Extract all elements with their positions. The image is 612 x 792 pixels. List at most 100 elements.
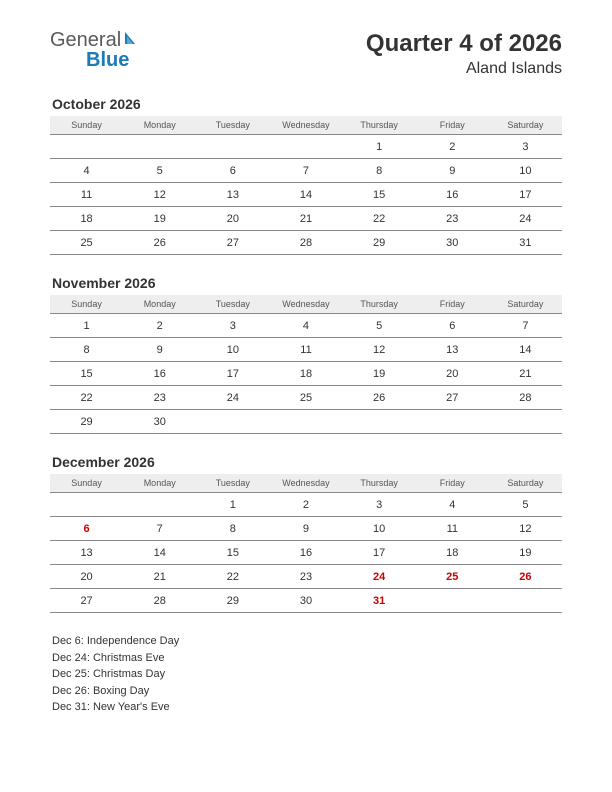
calendar-cell: 6 — [416, 314, 489, 338]
calendar-cell: 5 — [489, 493, 562, 517]
calendar-cell — [123, 493, 196, 517]
logo-sail-icon — [123, 30, 141, 51]
dayname-header: Thursday — [343, 295, 416, 314]
calendar-row: 45678910 — [50, 159, 562, 183]
calendar-cell — [123, 135, 196, 159]
calendar-cell: 2 — [416, 135, 489, 159]
calendar-cell: 2 — [269, 493, 342, 517]
calendar-cell: 17 — [489, 183, 562, 207]
logo-text-blue: Blue — [50, 49, 129, 71]
calendar-cell: 21 — [123, 565, 196, 589]
calendar-row: 15161718192021 — [50, 362, 562, 386]
calendar-cell: 17 — [343, 541, 416, 565]
calendar-cell: 15 — [50, 362, 123, 386]
calendar-cell — [489, 589, 562, 613]
calendar-cell: 10 — [196, 338, 269, 362]
calendar-cell: 22 — [50, 386, 123, 410]
calendar-cell — [196, 410, 269, 434]
calendar-cell: 14 — [489, 338, 562, 362]
page-title: Quarter 4 of 2026 — [366, 30, 562, 58]
holiday-entry: Dec 26: Boxing Day — [52, 683, 562, 700]
calendar-cell: 13 — [50, 541, 123, 565]
logo: General Blue — [50, 30, 141, 71]
dayname-header: Friday — [416, 295, 489, 314]
calendar-cell: 20 — [416, 362, 489, 386]
header: General Blue Quarter 4 of 2026 Aland Isl… — [50, 30, 562, 78]
month-title: October 2026 — [50, 96, 562, 112]
calendar-cell: 29 — [196, 589, 269, 613]
calendar-row: 22232425262728 — [50, 386, 562, 410]
dayname-header: Wednesday — [269, 474, 342, 493]
holiday-entry: Dec 25: Christmas Day — [52, 666, 562, 683]
dayname-header: Saturday — [489, 474, 562, 493]
calendar-container: October 2026SundayMondayTuesdayWednesday… — [50, 96, 562, 613]
calendar-cell: 24 — [489, 207, 562, 231]
calendar-cell: 22 — [343, 207, 416, 231]
calendar-cell: 9 — [416, 159, 489, 183]
holiday-entry: Dec 24: Christmas Eve — [52, 650, 562, 667]
dayname-header: Friday — [416, 474, 489, 493]
calendar-cell: 11 — [50, 183, 123, 207]
calendar-cell: 9 — [123, 338, 196, 362]
calendar-row: 11121314151617 — [50, 183, 562, 207]
logo-text-block: General Blue — [50, 30, 141, 71]
calendar-cell: 14 — [123, 541, 196, 565]
calendar-cell: 12 — [489, 517, 562, 541]
calendar-cell: 15 — [343, 183, 416, 207]
dayname-header: Wednesday — [269, 116, 342, 135]
calendar-table: SundayMondayTuesdayWednesdayThursdayFrid… — [50, 295, 562, 434]
page-subtitle: Aland Islands — [366, 60, 562, 78]
calendar-cell — [416, 410, 489, 434]
calendar-cell — [50, 135, 123, 159]
month-block: October 2026SundayMondayTuesdayWednesday… — [50, 96, 562, 255]
calendar-cell: 9 — [269, 517, 342, 541]
calendar-cell: 3 — [343, 493, 416, 517]
calendar-cell: 29 — [343, 231, 416, 255]
dayname-header: Monday — [123, 474, 196, 493]
month-title: November 2026 — [50, 275, 562, 291]
calendar-row: 18192021222324 — [50, 207, 562, 231]
calendar-cell: 13 — [416, 338, 489, 362]
dayname-header: Sunday — [50, 295, 123, 314]
calendar-cell: 28 — [269, 231, 342, 255]
calendar-cell: 23 — [123, 386, 196, 410]
calendar-cell: 7 — [489, 314, 562, 338]
dayname-header: Wednesday — [269, 295, 342, 314]
calendar-cell — [343, 410, 416, 434]
calendar-cell: 27 — [196, 231, 269, 255]
dayname-header: Tuesday — [196, 116, 269, 135]
calendar-cell: 3 — [489, 135, 562, 159]
calendar-cell: 18 — [416, 541, 489, 565]
dayname-header: Saturday — [489, 116, 562, 135]
calendar-cell: 29 — [50, 410, 123, 434]
calendar-cell — [269, 410, 342, 434]
calendar-cell: 16 — [123, 362, 196, 386]
calendar-cell: 25 — [416, 565, 489, 589]
calendar-cell: 2 — [123, 314, 196, 338]
calendar-cell: 18 — [269, 362, 342, 386]
calendar-cell: 24 — [343, 565, 416, 589]
calendar-cell: 21 — [269, 207, 342, 231]
logo-text-general: General — [50, 29, 121, 51]
calendar-cell — [50, 493, 123, 517]
dayname-header: Sunday — [50, 474, 123, 493]
calendar-row: 25262728293031 — [50, 231, 562, 255]
calendar-cell — [196, 135, 269, 159]
calendar-row: 6789101112 — [50, 517, 562, 541]
calendar-cell: 8 — [343, 159, 416, 183]
calendar-cell: 12 — [123, 183, 196, 207]
calendar-cell: 31 — [489, 231, 562, 255]
calendar-cell: 5 — [123, 159, 196, 183]
calendar-cell: 28 — [123, 589, 196, 613]
dayname-header: Friday — [416, 116, 489, 135]
title-block: Quarter 4 of 2026 Aland Islands — [366, 30, 562, 78]
calendar-cell: 30 — [416, 231, 489, 255]
dayname-header: Thursday — [343, 116, 416, 135]
calendar-row: 1234567 — [50, 314, 562, 338]
calendar-cell — [416, 589, 489, 613]
calendar-cell: 3 — [196, 314, 269, 338]
calendar-cell: 19 — [489, 541, 562, 565]
calendar-cell: 26 — [343, 386, 416, 410]
calendar-cell: 28 — [489, 386, 562, 410]
calendar-cell: 26 — [123, 231, 196, 255]
